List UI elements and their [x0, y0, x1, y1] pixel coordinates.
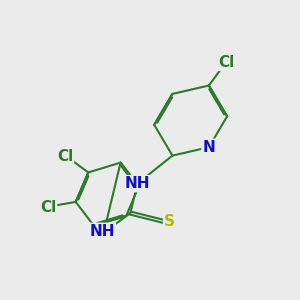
Text: NH: NH [90, 224, 115, 239]
Text: Cl: Cl [40, 200, 56, 215]
Text: NH: NH [124, 176, 150, 191]
Text: Cl: Cl [218, 55, 235, 70]
Text: N: N [202, 140, 215, 155]
Text: Cl: Cl [57, 149, 73, 164]
Text: S: S [164, 214, 175, 229]
